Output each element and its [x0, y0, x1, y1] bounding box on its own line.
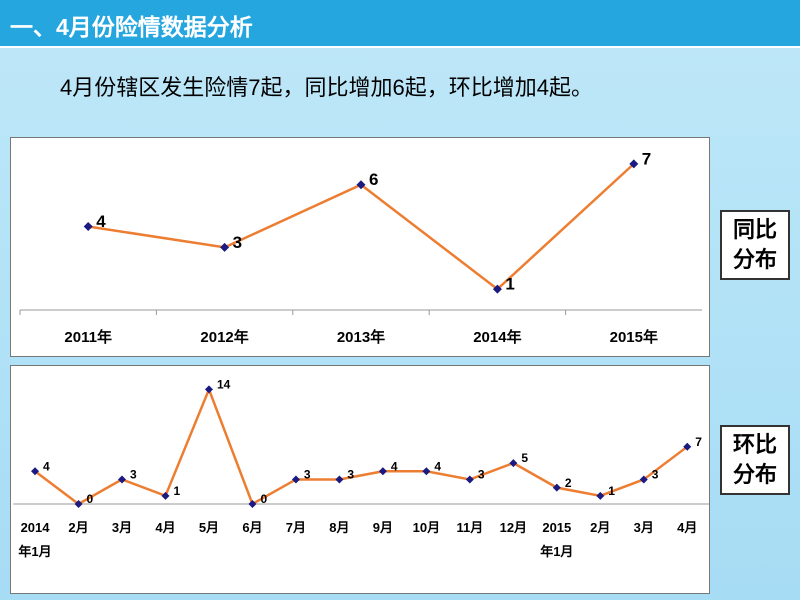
x-tick-label: 11月	[456, 520, 484, 535]
data-label: 6	[369, 170, 378, 189]
x-tick-label: 12月	[499, 520, 528, 535]
side-label-line: 同比	[732, 217, 777, 242]
side-label: 环比 分布	[720, 425, 790, 495]
marker	[509, 459, 518, 468]
x-tick-label: 2012年	[200, 329, 249, 346]
marker	[204, 385, 213, 394]
data-label: 3	[652, 468, 659, 482]
data-label: 14	[217, 378, 231, 392]
data-label: 1	[173, 484, 180, 498]
data-label: 3	[478, 468, 485, 482]
data-label: 4	[434, 459, 441, 473]
chart-box	[10, 137, 710, 357]
data-label: 3	[233, 233, 242, 252]
line	[34, 385, 689, 506]
side-label-line: 环比	[732, 432, 777, 457]
chart-box	[10, 365, 710, 594]
marker	[83, 222, 93, 231]
x-tick-label: 10月	[412, 520, 441, 535]
side-label-line: 分布	[732, 247, 777, 272]
data-label: 7	[642, 149, 651, 168]
data-label: 4	[391, 459, 398, 473]
header-title: 一、4月份险情数据分析	[10, 14, 253, 40]
marker	[422, 467, 431, 476]
marker	[378, 467, 387, 476]
side-label-line: 分布	[732, 462, 777, 487]
side-label: 同比 分布	[720, 210, 790, 280]
x-tick-label: 2011年	[64, 329, 112, 346]
data-label: 0	[260, 492, 267, 506]
marker	[356, 180, 366, 190]
marker	[335, 475, 344, 484]
marker	[291, 475, 300, 484]
header-bar: 一、4月份险情数据分析	[0, 0, 800, 48]
marker	[596, 491, 605, 500]
data-label: 0	[87, 492, 94, 506]
data-label: 5	[521, 451, 528, 465]
x-tick-label: 2015年	[609, 329, 658, 346]
marker	[31, 467, 40, 476]
x-tick-label: 4月	[155, 520, 176, 535]
data-label: 1	[505, 275, 514, 294]
data-label: 2	[565, 476, 572, 490]
marker	[683, 442, 692, 451]
data-label: 3	[304, 468, 311, 482]
marker	[639, 475, 648, 484]
data-label: 4	[96, 212, 106, 231]
data-label: 3	[130, 468, 137, 482]
marker	[629, 159, 639, 169]
marker	[118, 475, 127, 484]
data-label: 3	[347, 468, 354, 482]
summary: 4月份辖区发生险情7起，同比增加6起，环比增加4起。	[60, 75, 593, 100]
marker	[492, 284, 502, 294]
x-tick-label: 6月	[242, 520, 263, 535]
x-tick-label: 3月	[111, 520, 133, 535]
marker	[74, 500, 83, 508]
x-tick-label: 2月	[590, 520, 611, 535]
x-tick-label: 8月	[329, 520, 350, 535]
x-tick-label: 2013年	[336, 329, 386, 346]
data-label: 1	[608, 484, 615, 498]
x-tick-label: 2月	[68, 520, 89, 535]
data-label: 4	[43, 459, 50, 473]
marker	[220, 242, 230, 252]
x-tick-label: 9月	[372, 520, 393, 535]
marker	[161, 491, 170, 500]
x-tick-label: 7月	[285, 520, 307, 535]
x-tick-label: 5月	[198, 520, 220, 535]
data-label: 7	[695, 435, 702, 449]
marker	[248, 500, 257, 508]
x-tick-label: 4月	[677, 520, 698, 535]
x-tick-label: 2014年1月	[18, 520, 52, 559]
x-tick-label: 2014年	[473, 329, 522, 346]
x-tick-label: 3月	[633, 520, 654, 535]
x-tick-label: 2015年1月	[540, 520, 574, 559]
marker	[465, 475, 474, 484]
marker	[552, 483, 561, 492]
